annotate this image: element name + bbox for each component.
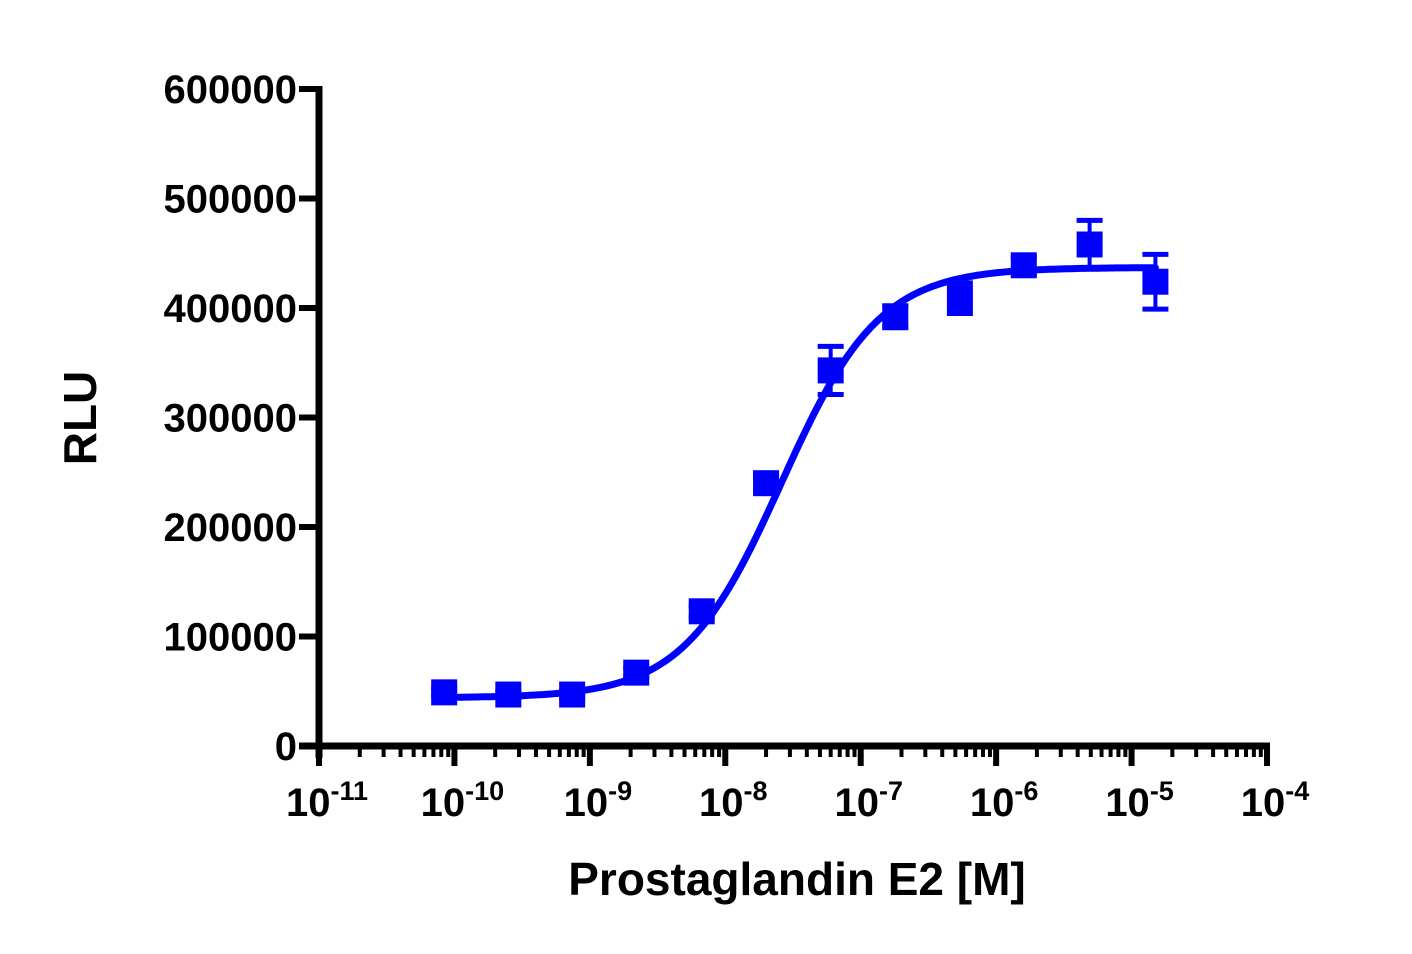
data-point [495, 681, 522, 708]
data-point [1076, 217, 1103, 272]
y-tick-label: 500000 [164, 178, 297, 222]
fit-curve [440, 264, 1159, 701]
data-point [1142, 251, 1169, 312]
x-tick-label: 10-9 [564, 776, 633, 825]
y-tick-label: 0 [275, 725, 297, 769]
y-tick-label: 200000 [164, 506, 297, 550]
x-tick-label: 10-5 [1105, 776, 1174, 825]
data-point [623, 659, 650, 686]
x-tick-label: 10-10 [421, 776, 505, 825]
data-point [882, 303, 909, 331]
y-tick-label: 400000 [164, 287, 297, 331]
x-tick-label: 10-8 [699, 776, 768, 825]
data-points [431, 217, 1169, 708]
y-axis: 0 100000 200000 300000 400000 500000 600000 [164, 68, 323, 769]
y-tick-label: 100000 [164, 616, 297, 660]
data-point [559, 681, 586, 708]
y-tick-label: 600000 [164, 68, 297, 112]
x-axis: 10-11 10-10 10-9 10-8 10-7 10-6 10-5 10-4 [286, 742, 1310, 825]
y-tick-label: 300000 [164, 397, 297, 441]
data-point [817, 343, 844, 398]
y-axis-title: RLU [54, 371, 106, 466]
data-point [688, 598, 715, 625]
data-point [431, 679, 458, 706]
x-tick-label: 10-11 [286, 776, 368, 825]
data-point [753, 470, 780, 497]
x-axis-title: Prostaglandin E2 [M] [568, 853, 1025, 905]
x-tick-label: 10-4 [1241, 776, 1310, 825]
data-point [946, 280, 973, 316]
data-point [1010, 252, 1037, 279]
x-tick-label: 10-7 [834, 776, 903, 825]
x-tick-label: 10-6 [970, 776, 1039, 825]
